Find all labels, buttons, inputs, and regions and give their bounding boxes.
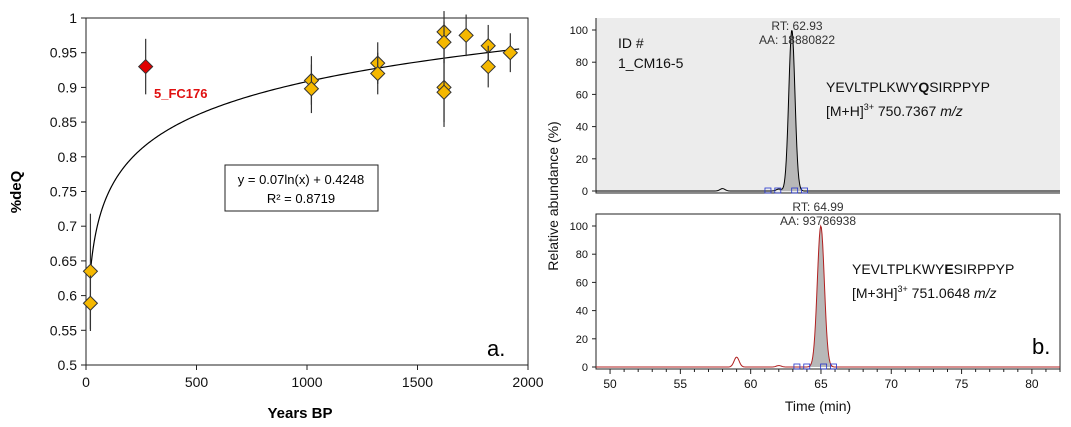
bottom-chromatogram-frame xyxy=(595,213,1061,370)
x-tick-label: 55 xyxy=(674,377,688,391)
x-tick-label: 0 xyxy=(82,374,90,390)
top-chromatogram-axes xyxy=(595,18,1060,194)
outlier-label: 5_FC176 xyxy=(154,86,207,101)
top-peak-area xyxy=(779,30,805,191)
baseline-marker xyxy=(803,363,811,370)
panel-b-chromatograms: 0 20 40 60 80 100 0 20 40 60 80 100 50 55 60 65 70 75 80… xyxy=(545,18,1061,414)
y-tick-label: 20 xyxy=(576,334,588,346)
x-tick-label: 1500 xyxy=(402,374,433,390)
y-tick-label: 60 xyxy=(576,89,588,101)
y-tick-label: 0.65 xyxy=(50,253,77,269)
y-tick-label: 80 xyxy=(576,249,588,261)
panel-a-y-axis: 0.5 0.55 0.6 0.65 0.7 0.75 0.8 0.85 0.9 0.95 1 xyxy=(50,10,86,373)
x-tick-label: 1000 xyxy=(291,374,322,390)
panel-a-points xyxy=(82,11,519,331)
baseline-marker xyxy=(793,363,801,370)
panel-b-label: b. xyxy=(1032,334,1050,359)
x-tick-label: 500 xyxy=(185,374,209,390)
data-point xyxy=(82,295,99,311)
y-tick-label: 0.5 xyxy=(58,357,78,373)
data-point xyxy=(370,65,386,82)
data-point xyxy=(303,81,320,97)
y-tick-label: 60 xyxy=(576,277,588,289)
equation-box xyxy=(224,164,379,212)
bottom-peptide-sequence: YEVLTPLKWYESIRPPYP xyxy=(852,261,1014,277)
bottom-x-axis: 50 55 60 65 70 75 80 xyxy=(603,369,1061,391)
y-tick-label: 0 xyxy=(582,186,588,198)
fit-equation: y = 0.07ln(x) + 0.4248 xyxy=(238,172,364,187)
y-tick-label: 0.95 xyxy=(50,45,77,61)
y-tick-label: 0.6 xyxy=(58,288,78,304)
y-tick-label: 80 xyxy=(576,57,588,69)
x-tick-label: 50 xyxy=(603,377,617,391)
y-tick-label: 0.8 xyxy=(58,149,78,165)
x-tick-label: 60 xyxy=(744,377,758,391)
fit-curve xyxy=(89,48,520,272)
top-peptide-sequence: YEVLTPLKWYQSIRPPYP xyxy=(826,79,990,95)
fit-r-squared: R² = 0.8719 xyxy=(267,191,335,206)
y-tick-label: 0.9 xyxy=(58,79,78,95)
y-tick-label: 0 xyxy=(582,362,588,374)
bottom-trace xyxy=(596,224,1060,368)
panel-a-x-label: Years BP xyxy=(267,405,332,422)
y-tick-label: 100 xyxy=(570,221,588,233)
data-point xyxy=(436,84,452,100)
top-chromatogram-background xyxy=(596,18,1060,193)
top-trace xyxy=(596,30,1060,192)
data-point xyxy=(502,44,519,61)
bottom-peak-area xyxy=(806,226,835,367)
sample-id-line1: ID # xyxy=(618,35,644,51)
y-tick-label: 0.75 xyxy=(50,184,77,200)
outlier-point xyxy=(137,58,154,75)
panel-a-y-label: %deQ xyxy=(8,170,25,213)
x-tick-label: 70 xyxy=(885,377,899,391)
baseline-marker xyxy=(764,187,772,194)
y-tick-label: 20 xyxy=(576,154,588,166)
bottom-aa-label: AA: 93786938 xyxy=(780,214,856,228)
baseline-marker xyxy=(791,187,799,194)
bottom-rt-label: RT: 64.99 xyxy=(792,200,843,214)
panel-a-scatter: 0.5 0.55 0.6 0.65 0.7 0.75 0.8 0.85 0.9 0.95 1 0 50… xyxy=(8,10,544,422)
y-tick-label: 0.85 xyxy=(50,114,77,130)
baseline-markers xyxy=(764,187,837,370)
top-aa-label: AA: 18880822 xyxy=(759,33,835,47)
top-y-axis: 0 20 40 60 80 100 xyxy=(570,25,596,198)
top-rt-label: RT: 62.93 xyxy=(771,19,822,33)
top-ion-mass: [M+H]3+ 750.7367 m/z xyxy=(826,102,963,119)
y-tick-label: 0.7 xyxy=(58,218,78,234)
baseline-marker xyxy=(820,363,828,370)
x-tick-label: 75 xyxy=(955,377,969,391)
x-tick-label: 2000 xyxy=(512,374,543,390)
sample-id-line2: 1_CM16-5 xyxy=(618,55,684,71)
y-tick-label: 1 xyxy=(69,10,77,26)
y-tick-label: 40 xyxy=(576,122,588,134)
panel-b-y-label: Relative abundance (%) xyxy=(545,121,561,270)
panel-a-label: a. xyxy=(487,336,505,361)
panel-a-x-axis: 0 500 1000 1500 2000 xyxy=(82,365,544,390)
baseline-marker xyxy=(774,187,782,194)
bottom-y-axis: 0 20 40 60 80 100 xyxy=(570,221,596,374)
panel-b-x-label: Time (min) xyxy=(785,398,851,414)
baseline-marker xyxy=(830,363,837,370)
x-tick-label: 65 xyxy=(814,377,828,391)
bottom-ion-mass: [M+3H]3+ 751.0648 m/z xyxy=(852,284,997,301)
baseline-marker xyxy=(801,187,808,194)
x-tick-label: 80 xyxy=(1025,377,1039,391)
y-tick-label: 0.55 xyxy=(50,322,77,338)
y-tick-label: 40 xyxy=(576,306,588,318)
data-point xyxy=(480,58,496,75)
y-tick-label: 100 xyxy=(570,25,588,37)
data-point xyxy=(436,34,452,50)
data-point xyxy=(458,27,474,44)
